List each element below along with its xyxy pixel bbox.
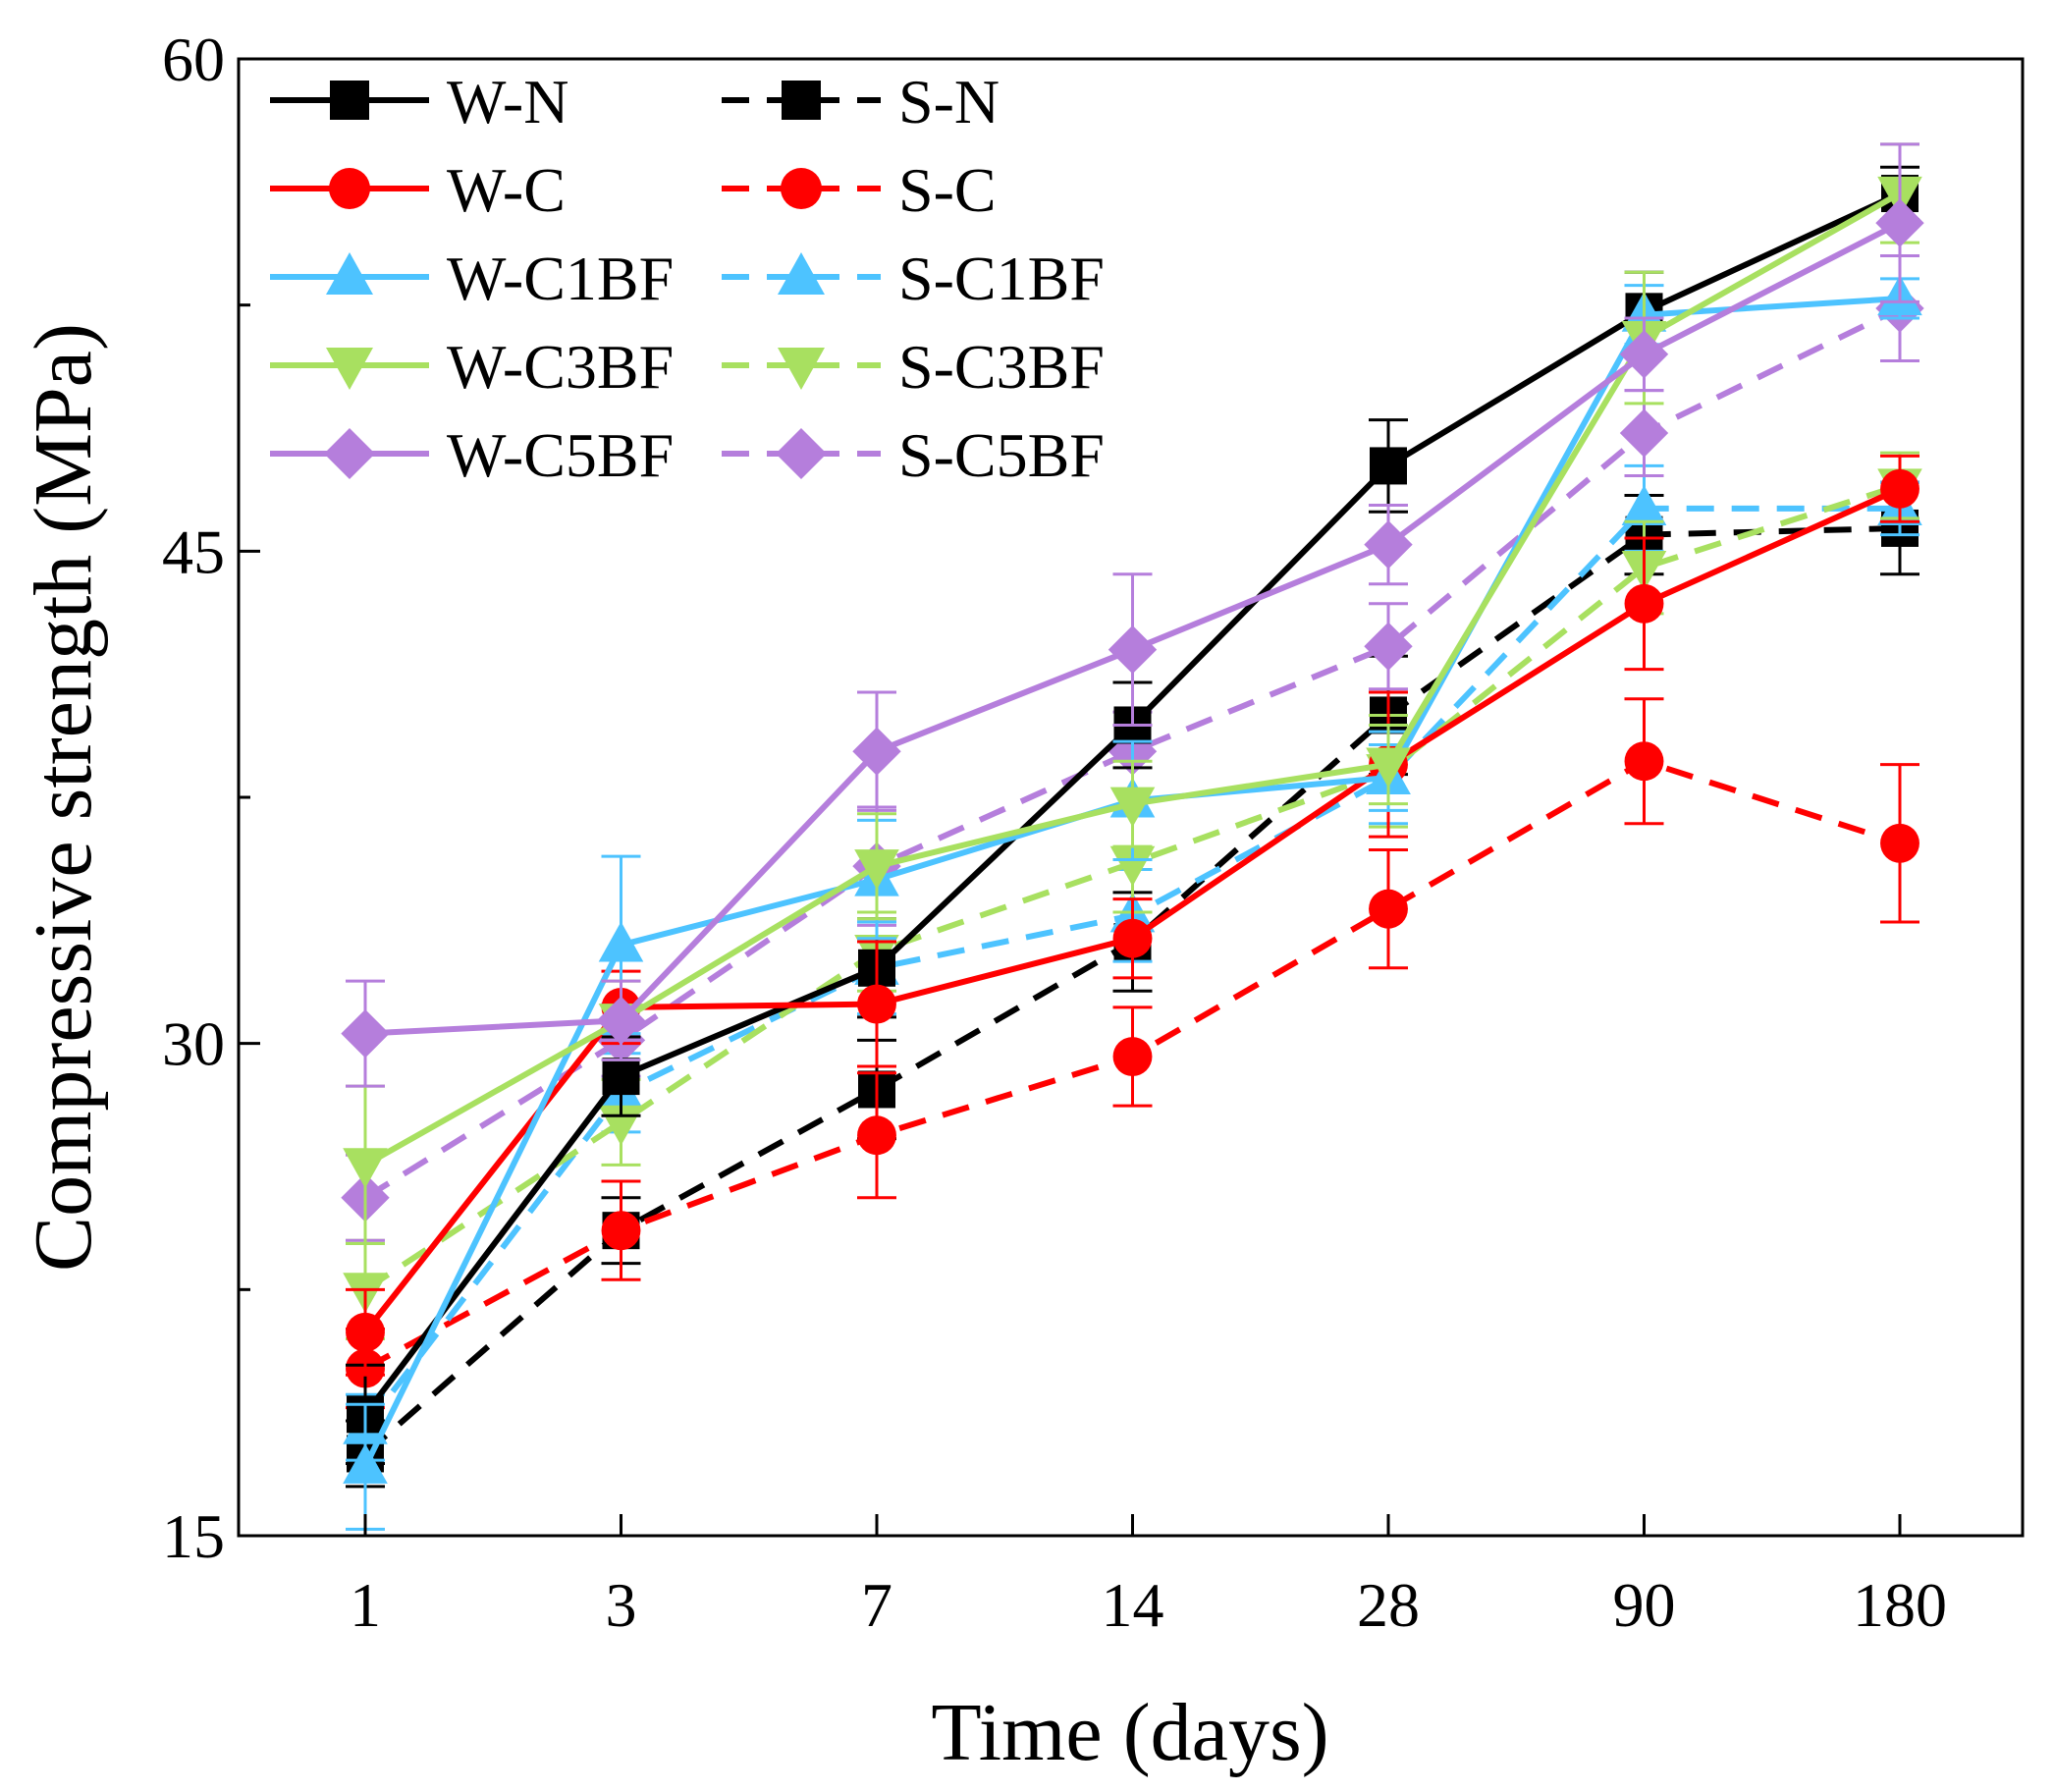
x-tick-label: 90 [1613, 1570, 1676, 1640]
legend-label: W-C5BF [447, 420, 674, 490]
data-point [1364, 519, 1413, 570]
data-point [1619, 408, 1669, 458]
x-axis-label: Time (days) [931, 1687, 1328, 1778]
legend-label: S-C3BF [898, 332, 1105, 402]
y-tick-label: 60 [162, 25, 225, 94]
data-point [857, 984, 896, 1024]
data-point [343, 1443, 388, 1484]
legend-label: S-C5BF [898, 420, 1105, 490]
legend-marker [330, 81, 369, 120]
data-point [602, 1058, 640, 1096]
data-point [1624, 741, 1664, 782]
legend-marker [326, 348, 373, 390]
x-tick-label: 7 [861, 1570, 892, 1640]
data-point [346, 1312, 385, 1352]
data-point [343, 1148, 388, 1189]
legend-label: W-C1BF [447, 244, 674, 313]
data-point [1364, 622, 1413, 671]
data-point [1624, 583, 1664, 624]
data-point [598, 921, 644, 962]
legend-marker [782, 81, 821, 120]
x-tick-label: 14 [1102, 1570, 1164, 1640]
data-point [1370, 447, 1407, 485]
data-point [341, 1008, 390, 1059]
x-tick-label: 28 [1357, 1570, 1420, 1640]
data-point [1621, 485, 1667, 525]
legend-label: S-C [898, 155, 997, 225]
data-point [854, 849, 899, 890]
legend-marker [778, 348, 825, 390]
axes-layer: 15 30 45 60 1 3 7 14 28 90 180 [162, 25, 1947, 1640]
legend-marker [781, 168, 822, 209]
x-tick-label: 3 [606, 1570, 637, 1640]
data-point [1112, 1037, 1153, 1076]
data-point [601, 1211, 641, 1251]
y-axis-label: Compressive strength (MPa) [18, 323, 109, 1272]
legend-label: W-C [447, 155, 566, 225]
data-point [1366, 747, 1411, 788]
y-tick-label: 30 [162, 1009, 225, 1079]
data-point [1619, 330, 1669, 379]
series-layer [341, 142, 1924, 1531]
data-point [1880, 823, 1919, 863]
x-tick-label: 1 [350, 1570, 381, 1640]
data-point [1109, 845, 1156, 887]
x-tick-label: 180 [1853, 1570, 1947, 1640]
series-w-c5bf [341, 142, 1924, 1088]
legend: W-N W-C W-C1BF W-C3BF W-C5BF S-N S-C S-C1BF S-C3… [270, 67, 1105, 490]
legend-label: W-C3BF [447, 332, 674, 402]
data-point [1112, 918, 1153, 958]
legend-label: S-N [898, 67, 1000, 136]
legend-marker [778, 252, 825, 295]
data-point [1109, 787, 1156, 828]
data-point [1875, 198, 1924, 247]
legend-label: W-N [447, 67, 568, 136]
legend-marker [776, 428, 827, 479]
y-tick-label: 15 [162, 1501, 225, 1571]
data-point [1369, 889, 1408, 929]
legend-marker [329, 168, 370, 209]
legend-marker [324, 428, 375, 479]
y-tick-label: 45 [162, 516, 225, 586]
data-point [852, 727, 901, 776]
data-point [857, 1115, 896, 1156]
data-point [1880, 468, 1919, 509]
data-point [1108, 624, 1158, 675]
legend-label: S-C1BF [898, 244, 1105, 313]
data-point [596, 996, 646, 1045]
legend-marker [326, 252, 373, 295]
